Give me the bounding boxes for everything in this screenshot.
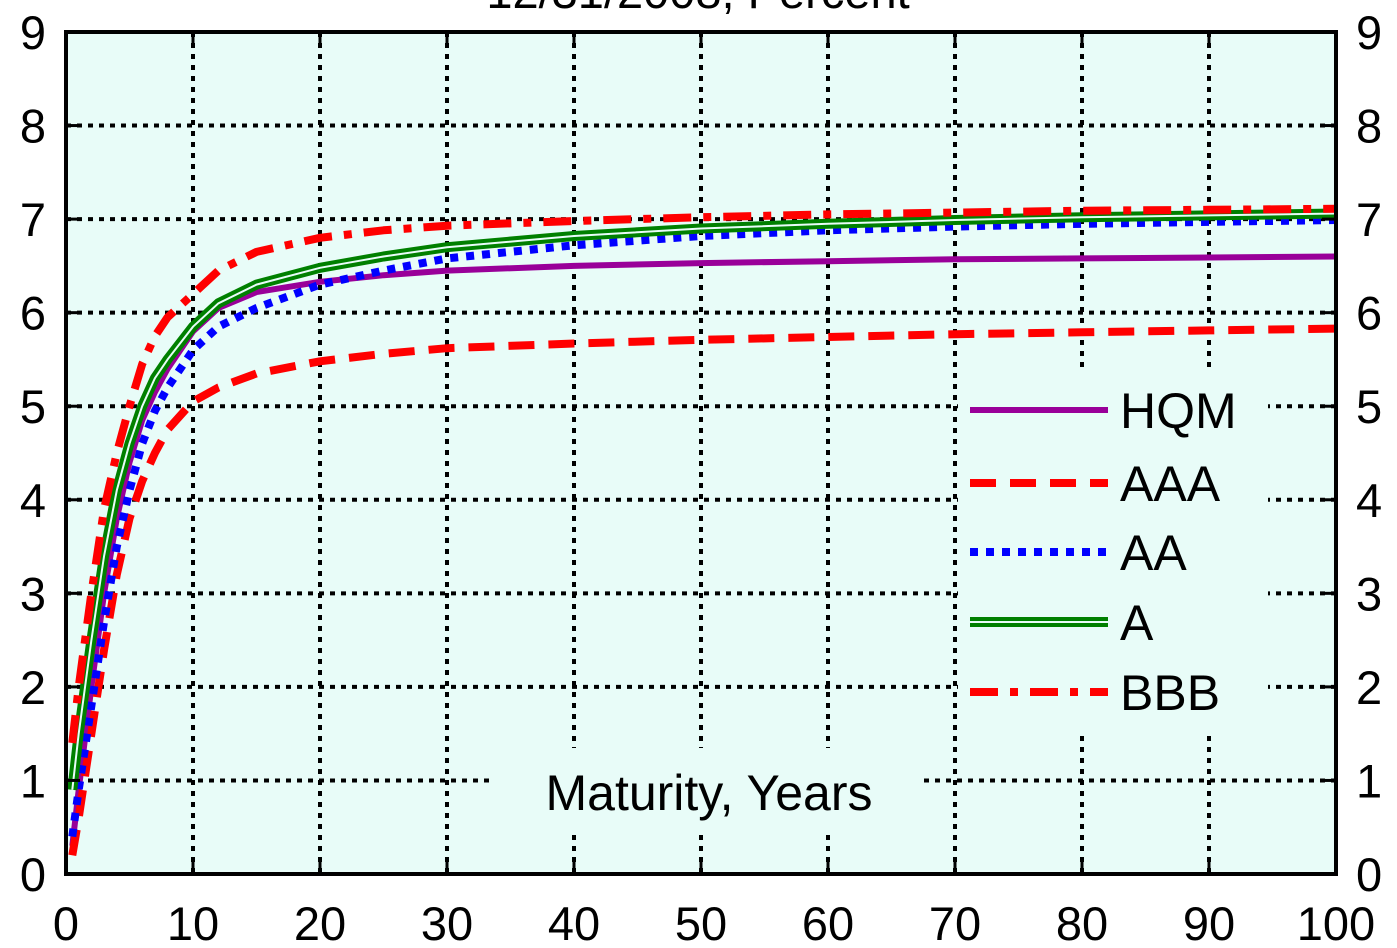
legend-label-a: A <box>1120 595 1154 651</box>
x-axis-label-background <box>495 748 923 830</box>
x-tick-label: 10 <box>167 897 219 948</box>
series-lines <box>67 204 1337 856</box>
x-tick-label: 0 <box>53 897 79 948</box>
chart-title: 12/31/2008, Percent <box>486 0 909 18</box>
y-tick-label-right: 3 <box>1356 567 1382 620</box>
x-tick-label: 30 <box>421 897 473 948</box>
y-tick-label-right: 2 <box>1356 661 1382 714</box>
x-tick-label: 20 <box>294 897 346 948</box>
y-tick-label-right: 4 <box>1356 474 1382 527</box>
y-tick-label-right: 7 <box>1356 193 1382 246</box>
x-axis-label-box: Maturity, Years <box>495 748 923 830</box>
legend-label-hqm: HQM <box>1120 383 1237 439</box>
series-a-line-inner <box>71 212 1337 790</box>
y-tick-label-right: 8 <box>1356 100 1382 153</box>
y-tick-label-left: 5 <box>20 380 46 433</box>
legend-label-aa: AA <box>1120 525 1187 581</box>
y-tick-label-left: 3 <box>20 567 46 620</box>
series-aaa-line <box>68 324 1337 856</box>
x-tick-label: 60 <box>802 897 854 948</box>
x-tick-label: 100 <box>1297 897 1375 948</box>
y-tick-label-right: 0 <box>1356 848 1382 901</box>
series-aa-line <box>68 216 1337 838</box>
y-tick-label-left: 6 <box>20 287 46 340</box>
series-bbb-line <box>68 204 1337 744</box>
y-tick-label-left: 9 <box>20 6 46 59</box>
y-tick-label-right: 5 <box>1356 380 1382 433</box>
x-tick-label: 40 <box>548 897 600 948</box>
y-tick-label-right: 1 <box>1356 754 1382 807</box>
series-hqm-line <box>69 253 1337 847</box>
x-tick-label: 90 <box>1183 897 1235 948</box>
x-tick-label: 50 <box>675 897 727 948</box>
x-tick-label: 70 <box>929 897 981 948</box>
y-tick-label-right: 9 <box>1356 6 1382 59</box>
y-tick-label-left: 2 <box>20 661 46 714</box>
y-tick-label-right: 6 <box>1356 287 1382 340</box>
legend-label-aaa: AAA <box>1120 456 1221 512</box>
x-tick-label: 80 <box>1056 897 1108 948</box>
y-tick-label-left: 1 <box>20 754 46 807</box>
y-tick-label-left: 7 <box>20 193 46 246</box>
y-tick-label-left: 8 <box>20 100 46 153</box>
x-axis-label: Maturity, Years <box>545 765 872 821</box>
y-tick-label-left: 4 <box>20 474 46 527</box>
legend-label-bbb: BBB <box>1120 665 1220 721</box>
y-tick-label-left: 0 <box>20 848 46 901</box>
